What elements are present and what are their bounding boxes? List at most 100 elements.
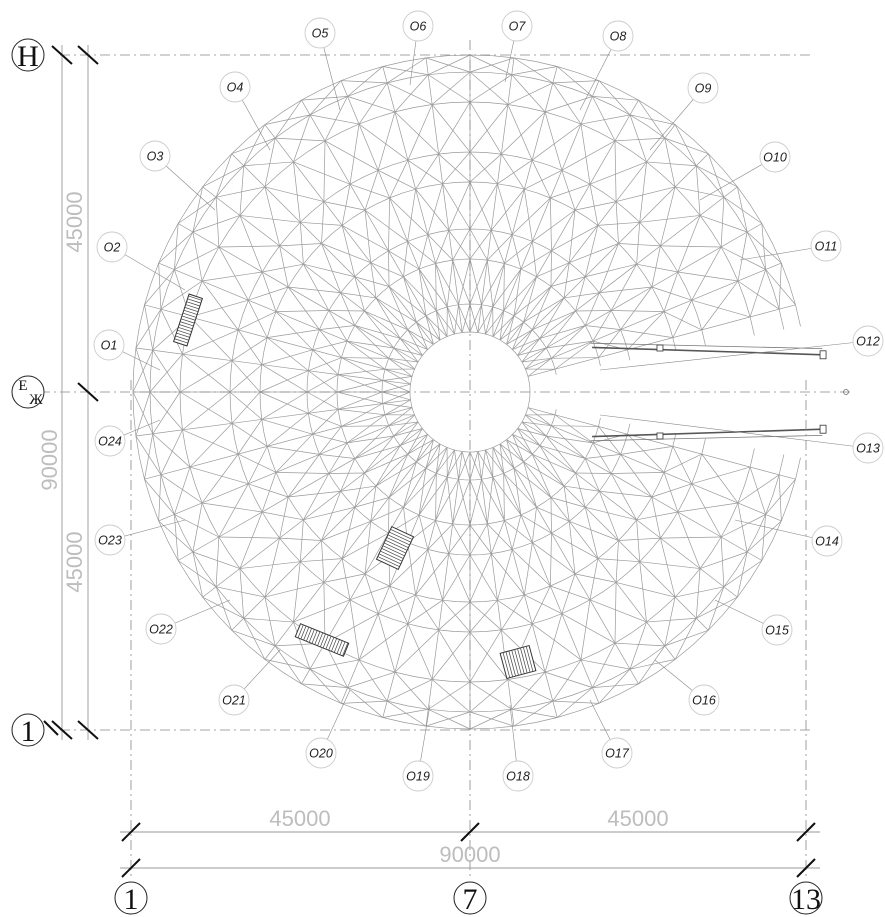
diagonal-member [561,170,576,211]
diagonal-member [158,263,162,310]
diagonal-member [520,250,552,270]
diagonal-member [403,276,437,311]
support-node [819,350,827,360]
radial-member [135,399,411,437]
diagonal-member [243,124,266,166]
callout-20: О20 [305,737,337,769]
diagonal-member [469,451,482,480]
radial-member [135,347,411,385]
diagonal-member [179,391,233,424]
diagonal-member [531,286,552,330]
diagonal-member [663,311,702,331]
diagonal-member [469,554,498,601]
diagonal-member [513,468,522,515]
diagonal-member [303,263,355,278]
diagonal-member [435,230,450,264]
stair-tread [511,650,519,676]
diagonal-member [192,215,241,233]
diagonal-member [377,111,396,171]
diagonal-member [192,231,203,282]
diagonal-member [299,222,304,265]
diagonal-member [469,708,512,730]
axis-label-H: Н [17,40,39,73]
diagonal-member [585,454,621,459]
diagonal-member [598,243,619,293]
radial-member [425,451,463,727]
stair-tread [178,327,192,333]
diagonal-member [239,561,301,569]
diagonal-member [517,428,547,437]
diagonal-member [264,596,276,646]
diagonal-member [323,582,326,644]
diagonal-member [275,311,313,351]
radial-member [158,262,415,370]
diagonal-member [701,453,739,504]
diagonal-member [616,186,676,202]
diagonal-member [615,201,619,244]
diagonal-member [279,496,289,539]
callout-circle [602,20,634,52]
diagonal-member [691,483,722,538]
diagonal-member [309,114,360,125]
diagonal-member [598,668,631,704]
stair-tread [517,648,525,674]
radial-member [202,428,423,598]
diagonal-member [274,99,302,139]
callout-21: О21 [218,684,250,716]
callout-label: О19 [406,770,430,784]
diagonal-member [438,153,471,183]
callout-label: О2 [104,241,121,255]
diagonal-member [323,201,366,211]
diagonal-member [674,186,724,198]
stair-tread [378,553,401,565]
diagonal-member [247,299,268,338]
diagonal-member [638,645,666,685]
diagonal-member [469,104,509,153]
diagonal-member [627,311,665,351]
diagonal-member [248,483,289,498]
diagonal-member [620,454,653,498]
diagonal-member [611,310,665,312]
diagonal-member [370,262,404,278]
diagonal-member [279,245,289,288]
diagonal-member [629,621,647,670]
stair-tread [333,639,340,653]
diagonal-member [384,399,411,416]
callout-circle [305,737,337,769]
diagonal-member [407,329,434,345]
diagonal-member [546,435,593,444]
diagonal-member [248,286,289,301]
diagonal-member [551,425,586,459]
diagonal-member [202,165,244,188]
diagonal-member [182,329,239,355]
diagonal-member [574,201,617,211]
stair-tread [180,318,195,324]
support-node [819,424,827,434]
diagonal-member [636,511,678,521]
diagonal-member [651,245,661,288]
diagonal-member [646,617,697,623]
diagonal-member [469,631,509,680]
diagonal-member [477,306,494,333]
diagonal-member [458,258,471,305]
diagonal-member [550,276,586,287]
diagonal-member [375,297,401,339]
diagonal-member [469,181,492,231]
diagonal-member [324,96,348,142]
diagonal-member [202,271,263,282]
diagonal-member [501,153,525,190]
diagonal-member [239,568,245,619]
diagonal-member [177,196,217,224]
diagonal-member [321,243,342,293]
diagonal-member [201,453,239,504]
diagonal-member [660,245,722,248]
diagonal-member [469,228,488,261]
callout-label: О5 [312,27,329,41]
diagonal-member [275,472,329,474]
diagonal-member [428,54,471,76]
diagonal-member [321,243,371,264]
diagonal-member [192,551,241,569]
diagonal-member [354,445,401,459]
stair-tread [336,640,343,654]
diagonal-member [469,151,498,185]
